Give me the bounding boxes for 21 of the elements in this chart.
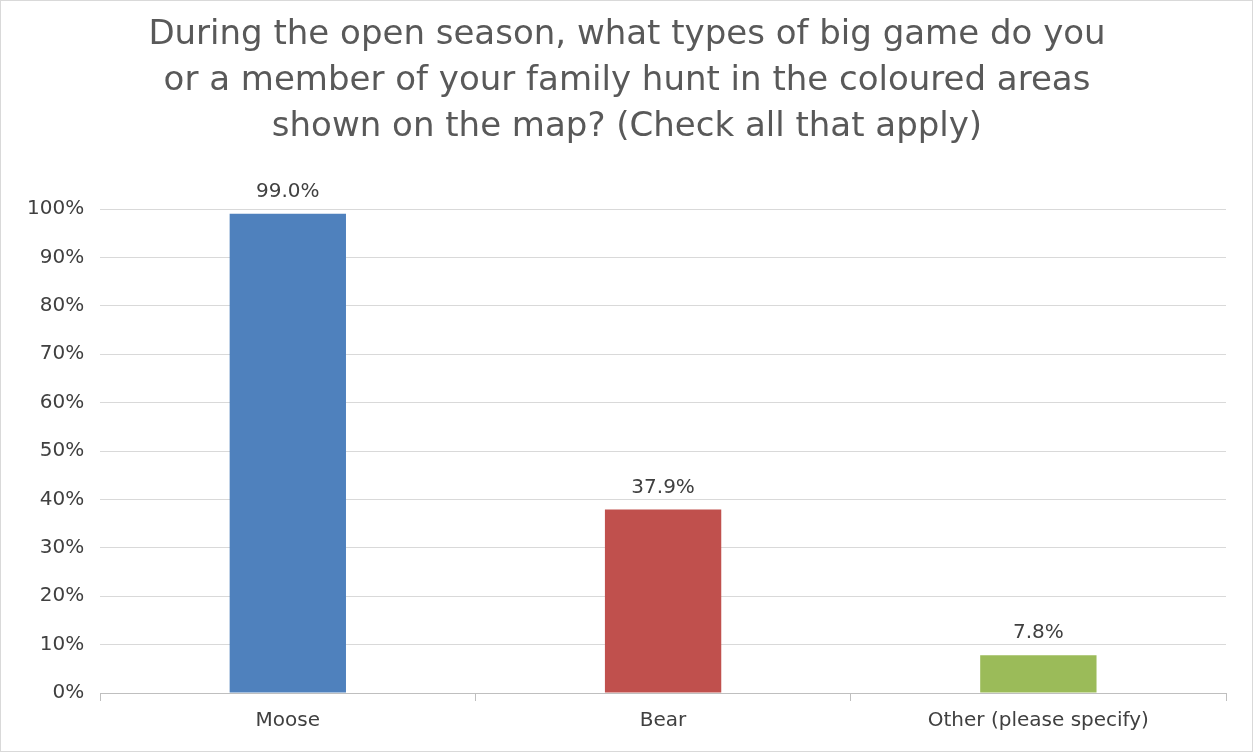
y-tick-label: 60% <box>39 388 85 413</box>
bar <box>229 213 346 693</box>
y-tick-label: 30% <box>39 534 85 558</box>
data-label: 99.0% <box>256 178 320 203</box>
bar <box>980 655 1097 693</box>
x-tick-label: Other (please specify) <box>927 707 1149 732</box>
y-tick-label: 0% <box>52 679 85 704</box>
y-tick-label: 50% <box>39 437 85 462</box>
y-tick-label: 70% <box>39 340 85 365</box>
data-label: 37.9% <box>631 473 695 498</box>
chart-title: During the open season, what types of big game do you or a member of your family hunt in the coloured areas shown on the map? (Check all that apply) <box>147 11 1107 146</box>
y-tick-label: 40% <box>39 485 85 510</box>
x-tick-label: Bear <box>639 707 688 732</box>
y-tick-label: 80% <box>39 292 85 316</box>
bar <box>604 509 722 693</box>
y-tick-label: 100% <box>26 195 85 220</box>
data-label: 7.8% <box>1012 619 1064 644</box>
y-tick-label: 10% <box>39 630 85 655</box>
y-tick-label: 90% <box>39 243 85 268</box>
x-tick-label: Moose <box>255 707 321 732</box>
y-tick-label: 20% <box>39 582 85 607</box>
